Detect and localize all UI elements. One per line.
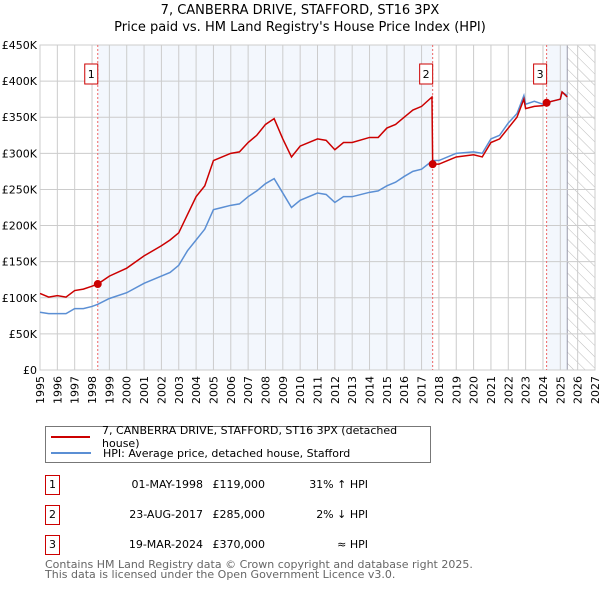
- y-tick-label: £400K: [2, 75, 38, 88]
- hpi-diff: 31% ↑ HPI: [309, 478, 368, 491]
- x-tick-label: 2008: [259, 376, 272, 404]
- x-tick-label: 2021: [485, 376, 498, 404]
- x-tick-label: 2023: [520, 376, 533, 404]
- marker-label: 2: [45, 505, 60, 525]
- sale-point: [428, 160, 437, 169]
- sale-label: 2: [423, 68, 430, 81]
- footer-line2: This data is licensed under the Open Gov…: [45, 568, 396, 581]
- sale-label: 3: [537, 68, 544, 81]
- y-tick-label: £350K: [2, 111, 38, 124]
- sale-label-box: [84, 63, 99, 85]
- x-tick-label: 2016: [398, 376, 411, 404]
- legend-swatch-hpi: [51, 452, 91, 454]
- x-tick-label: 2020: [468, 376, 481, 404]
- sale-label: 1: [88, 68, 95, 81]
- hpi-diff: 2% ↓ HPI: [316, 508, 368, 521]
- x-tick-label: 2022: [502, 376, 515, 404]
- sale-point: [542, 98, 551, 107]
- x-tick-label: 2011: [312, 376, 325, 404]
- marker-label: 3: [45, 535, 60, 555]
- transaction-row: 1 01-MAY-1998 £119,000 31% ↑ HPI: [45, 475, 465, 495]
- transaction-row: 3 19-MAR-2024 £370,000 ≈ HPI: [45, 535, 465, 555]
- x-tick-label: 2006: [225, 376, 238, 404]
- legend-property: 7, CANBERRA DRIVE, STAFFORD, ST16 3PX (d…: [102, 424, 398, 450]
- y-tick-label: £150K: [2, 256, 38, 269]
- legend: 7, CANBERRA DRIVE, STAFFORD, ST16 3PX (d…: [45, 424, 431, 463]
- x-tick-label: 1995: [34, 376, 47, 404]
- x-tick-label: 2017: [416, 376, 429, 404]
- price: £119,000: [212, 478, 266, 491]
- x-tick-label: 2013: [346, 376, 359, 404]
- price-chart: 1995 1996 1997 1998 1999 2000 2001 2002 2003 2004…: [2, 39, 600, 404]
- marker-label: 1: [45, 475, 60, 495]
- x-tick-label: 2002: [155, 376, 168, 404]
- y-tick-label: £0: [23, 364, 37, 377]
- y-tick-label: £250K: [2, 183, 38, 196]
- x-tick-label: 2027: [589, 376, 600, 404]
- x-tick-label: 2001: [138, 376, 151, 404]
- price: £285,000: [212, 508, 266, 521]
- plot-border: [39, 44, 596, 371]
- sale-point: [93, 280, 102, 289]
- future-hatch: [567, 45, 595, 370]
- x-tick-label: 2012: [329, 376, 342, 404]
- x-tick-label: 1999: [103, 376, 116, 404]
- x-tick-label: 2019: [450, 376, 463, 404]
- x-tick-label: 2003: [173, 376, 186, 404]
- hpi-diff: ≈ HPI: [337, 538, 368, 551]
- series-line: [39, 90, 568, 315]
- sale-label-box: [533, 63, 548, 85]
- x-tick-label: 2000: [121, 376, 134, 404]
- x-tick-label: 1997: [69, 376, 82, 404]
- legend-swatch-property: [51, 436, 91, 438]
- y-tick-label: £450K: [2, 39, 38, 52]
- series-line: [39, 90, 568, 298]
- footer-line1: Contains HM Land Registry data © Crown c…: [45, 558, 473, 571]
- x-tick-label: 2014: [364, 376, 377, 404]
- legend-hpi: HPI: Average price, detached house, Staf…: [103, 446, 351, 460]
- x-tick-label: 2018: [433, 376, 446, 404]
- shaded-ownership-period: [546, 45, 568, 370]
- date: 01-MAY-1998: [131, 478, 203, 491]
- chart-subtitle: Price paid vs. HM Land Registry's House …: [114, 20, 486, 35]
- y-tick-label: £50K: [9, 328, 38, 341]
- x-tick-label: 1998: [86, 376, 99, 404]
- y-tick-label: £300K: [2, 147, 38, 160]
- x-tick-label: 2024: [537, 376, 550, 404]
- y-tick-label: £200K: [2, 220, 38, 233]
- footer: Contains HM Land Registry data © Crown c…: [45, 558, 473, 581]
- x-tick-label: 1996: [51, 376, 64, 404]
- x-tick-label: 2015: [381, 376, 394, 404]
- x-tick-label: 2010: [294, 376, 307, 404]
- x-tick-label: 2025: [554, 376, 567, 404]
- date: 19-MAR-2024: [128, 538, 203, 551]
- x-tick-label: 2007: [242, 376, 255, 404]
- y-tick-label: £100K: [2, 292, 38, 305]
- transaction-row: 2 23-AUG-2017 £285,000 2% ↓ HPI: [45, 505, 465, 525]
- x-tick-label: 2004: [190, 376, 203, 404]
- date: 23-AUG-2017: [129, 508, 203, 521]
- x-tick-label: 2009: [277, 376, 290, 404]
- chart-title: 7, CANBERRA DRIVE, STAFFORD, ST16 3PX: [160, 3, 440, 18]
- x-tick-label: 2005: [207, 376, 220, 404]
- x-tick-label: 2026: [572, 376, 585, 404]
- sale-label-box: [419, 63, 434, 85]
- price: £370,000: [212, 538, 266, 551]
